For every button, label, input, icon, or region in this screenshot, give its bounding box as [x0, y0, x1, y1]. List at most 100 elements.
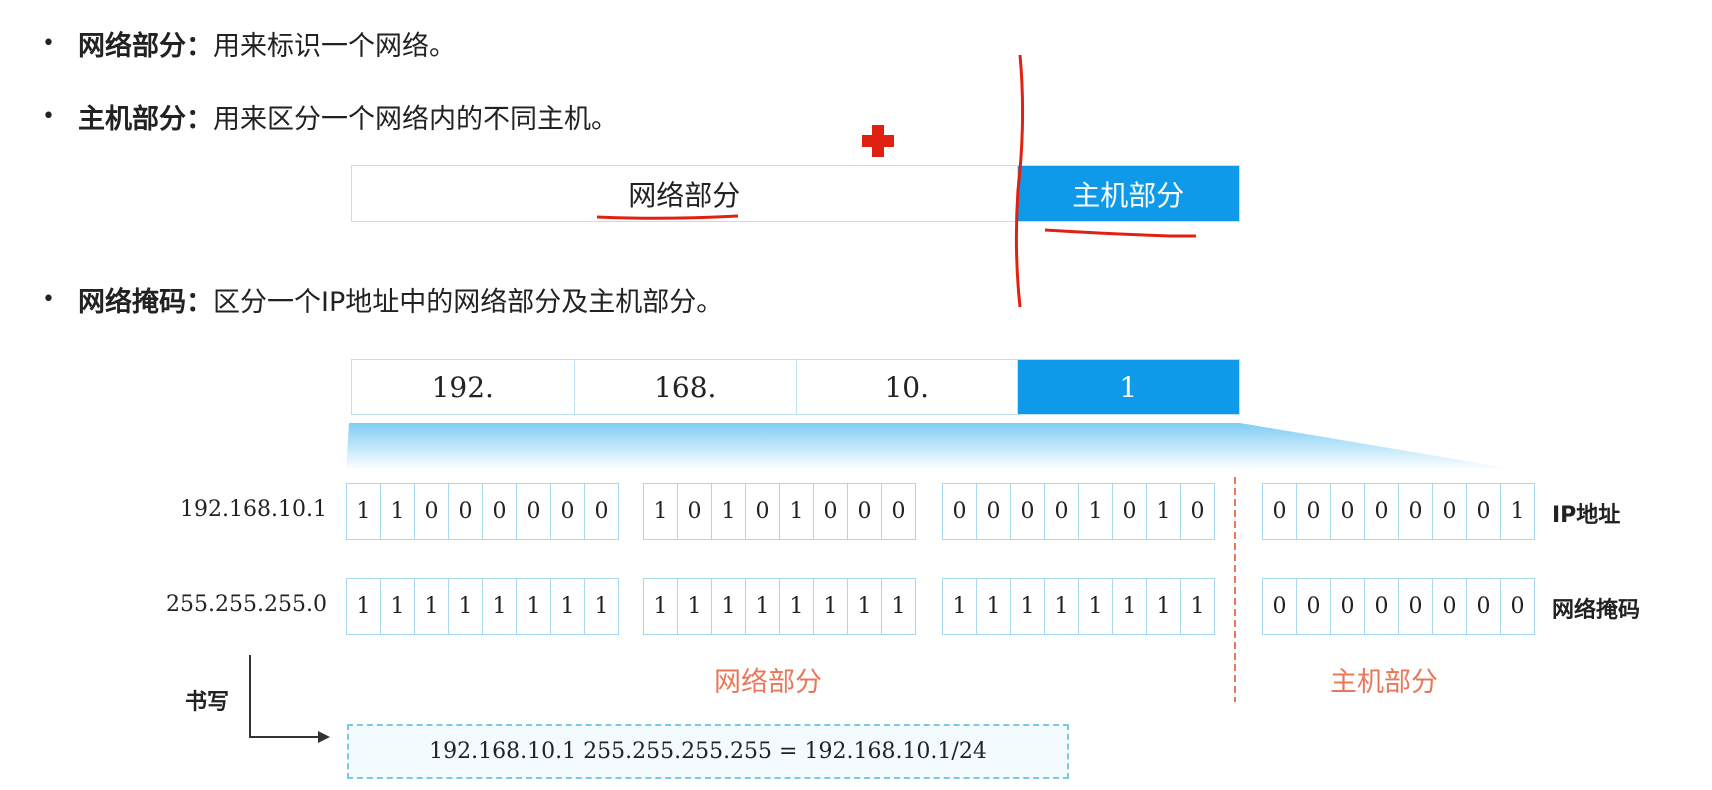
bit-cell: 1 [891, 594, 906, 619]
bit-cell: 1 [347, 484, 381, 539]
bit-cell: 0 [943, 484, 977, 539]
bit-cell: 0 [449, 484, 483, 539]
desc: 用来标识一个网络。 [213, 31, 456, 62]
bit-cell: 0 [1510, 594, 1525, 619]
bit-cell: 1 [381, 579, 415, 634]
bit-cell: 0 [1011, 484, 1045, 539]
bit-cell: 1 [678, 579, 712, 634]
annotation-vertical-line [1014, 54, 1025, 308]
notation-label: 书写 [185, 690, 230, 715]
bit-cell: 1 [1510, 499, 1525, 524]
desc: 用来区分一个网络内的不同主机。 [213, 104, 618, 135]
arrow-head-icon [318, 731, 330, 743]
bit-cell: 1 [1079, 484, 1113, 539]
bit-cell: 1 [381, 484, 415, 539]
bit-cell: 1 [1113, 579, 1147, 634]
bit-cell: 0 [678, 484, 712, 539]
bit-cell: 0 [1297, 484, 1331, 539]
bit-cell: 1 [780, 484, 814, 539]
bit-cell: 1 [780, 579, 814, 634]
bit-cell: 0 [1331, 484, 1365, 539]
bit-cell: 0 [891, 499, 906, 524]
bit-cell: 0 [1399, 579, 1433, 634]
bit-cell: 1 [943, 579, 977, 634]
bit-cell: 0 [1433, 579, 1467, 634]
desc: 区分一个IP地址中的网络部分及主机部分。 [213, 287, 724, 318]
bit-cell: 0 [977, 484, 1011, 539]
bit-cell: 1 [746, 579, 780, 634]
bit-cell: 0 [1113, 484, 1147, 539]
bit-cell: 0 [1467, 484, 1501, 539]
bit-cell: 1 [1011, 579, 1045, 634]
bit-cell: 1 [483, 579, 517, 634]
octet-1: 192. [352, 360, 575, 414]
row-label: 192.168.10.1 [180, 497, 327, 522]
network-host-bar: 网络部分 主机部分 [351, 165, 1240, 222]
bit-cell: 0 [814, 484, 848, 539]
bit-cell: 1 [594, 594, 609, 619]
bit-cell: 1 [517, 579, 551, 634]
bit-cell: 1 [848, 579, 882, 634]
bit-cell: 0 [415, 484, 449, 539]
bit-cell: 0 [1433, 484, 1467, 539]
bit-cell: 1 [1045, 579, 1079, 634]
annotation-underline-host [1044, 228, 1196, 238]
bullet-host-part: • 主机部分： 用来区分一个网络内的不同主机。 [42, 97, 618, 136]
bit-cell: 0 [1297, 579, 1331, 634]
bit-cell: 0 [594, 499, 609, 524]
notation-arrow [249, 655, 322, 738]
octet-4: 1 [1017, 360, 1239, 414]
bit-cell: 0 [1399, 484, 1433, 539]
bit-cell: 0 [551, 484, 585, 539]
row-right-label: IP地址 [1552, 503, 1621, 528]
bit-cell: 0 [483, 484, 517, 539]
bit-cell: 0 [1331, 579, 1365, 634]
bit-cell: 0 [1045, 484, 1079, 539]
bit-cell: 1 [415, 579, 449, 634]
ip-octet-bar: 192. 168. 10. 1 [351, 359, 1240, 415]
bit-cell: 1 [1079, 579, 1113, 634]
bit-cell: 1 [712, 484, 746, 539]
cursor-plus-icon [862, 125, 894, 157]
bit-cell: 0 [848, 484, 882, 539]
bit-cell: 0 [1190, 499, 1205, 524]
bit-cell: 1 [1190, 594, 1205, 619]
bit-cell: 1 [1147, 484, 1181, 539]
bit-cell: 1 [1147, 579, 1181, 634]
bit-cell: 1 [644, 484, 678, 539]
bullet-netmask: • 网络掩码： 区分一个IP地址中的网络部分及主机部分。 [42, 280, 723, 319]
network-part-label: 网络部分 [714, 667, 822, 698]
expand-trapezoid [346, 423, 1520, 470]
bit-cell: 1 [551, 579, 585, 634]
bit-cell: 0 [1467, 579, 1501, 634]
bullet-network-part: • 网络部分： 用来标识一个网络。 [42, 24, 456, 63]
bit-cell: 1 [712, 579, 746, 634]
annotation-underline-network [596, 214, 739, 220]
term: 网络部分： [78, 31, 213, 62]
notation-box: 192.168.10.1 255.255.255.255 = 192.168.1… [347, 724, 1069, 779]
term: 主机部分： [78, 104, 213, 135]
bit-cell: 0 [1263, 484, 1297, 539]
host-part-cell: 主机部分 [1017, 166, 1239, 221]
bit-cell: 1 [814, 579, 848, 634]
bit-cell: 1 [347, 579, 381, 634]
bit-cell: 0 [1365, 579, 1399, 634]
bit-cell: 0 [517, 484, 551, 539]
term: 网络掩码： [78, 287, 213, 318]
octet-3: 10. [797, 360, 1018, 414]
bit-cell: 0 [746, 484, 780, 539]
bit-cell: 1 [449, 579, 483, 634]
row-right-label: 网络掩码 [1552, 598, 1641, 623]
bit-cell: 1 [644, 579, 678, 634]
host-part-label: 主机部分 [1330, 667, 1438, 698]
bit-cell: 1 [977, 579, 1011, 634]
